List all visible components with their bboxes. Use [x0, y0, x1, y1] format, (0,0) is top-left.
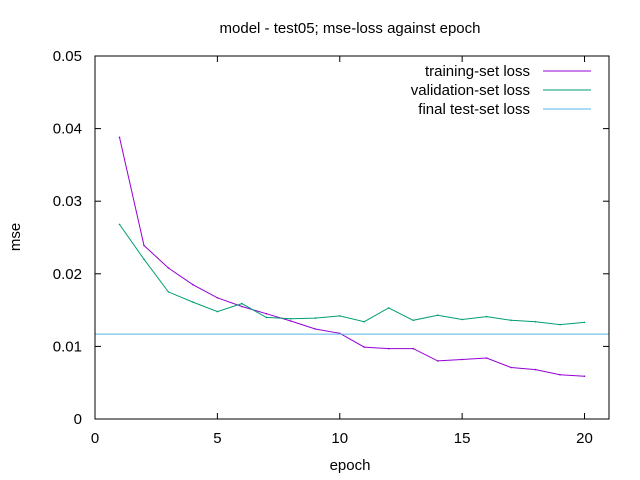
data-point	[461, 318, 463, 321]
x-tick-label: 15	[454, 430, 471, 447]
series-line-2	[119, 224, 585, 326]
x-tick-label: 10	[331, 430, 348, 447]
data-point	[387, 307, 390, 309]
legend-label: validation-set loss	[411, 82, 530, 99]
x-axis-label: epoch	[330, 457, 371, 474]
y-tick-label: 0.02	[53, 266, 82, 283]
data-point	[534, 320, 537, 323]
y-axis-label: mse	[7, 223, 24, 251]
data-point	[216, 297, 219, 299]
data-point	[167, 267, 170, 269]
data-point	[216, 310, 219, 313]
legend-label: training-set loss	[425, 63, 530, 80]
y-tick-label: 0.03	[53, 193, 82, 210]
data-point	[412, 319, 415, 322]
data-point	[241, 302, 243, 305]
data-point	[510, 319, 512, 322]
data-point	[387, 347, 390, 350]
axes: 0 5 10 15 20 0 0.01 0.02 0.03 0.04 0.05	[53, 48, 610, 447]
data-point	[559, 373, 561, 376]
data-point	[314, 317, 317, 319]
data-point	[461, 358, 463, 361]
data-point	[118, 136, 121, 139]
data-point	[192, 301, 194, 303]
data-point	[510, 366, 512, 369]
legend-label: final test-set loss	[418, 101, 530, 118]
data-point	[314, 328, 317, 330]
data-point	[192, 283, 194, 286]
data-point	[363, 320, 366, 323]
y-tick-label: 0.01	[53, 338, 82, 355]
x-tick-label: 5	[213, 430, 221, 447]
y-tick-label: 0.04	[53, 121, 82, 138]
plot-border	[94, 55, 610, 420]
data-point	[265, 316, 268, 319]
data-point	[118, 223, 121, 226]
data-point	[241, 305, 243, 308]
data-point	[412, 347, 415, 350]
data-point	[485, 315, 488, 318]
x-tick-label: 20	[576, 430, 593, 447]
data-point	[559, 323, 561, 326]
y-tick-label: 0.05	[53, 48, 82, 65]
data-point	[167, 291, 170, 293]
data-point	[290, 318, 292, 320]
data-point	[534, 368, 537, 371]
chart-title: model - test05; mse-loss against epoch	[220, 20, 481, 37]
data-point	[265, 312, 268, 315]
data-point	[583, 321, 586, 324]
data-point	[436, 314, 439, 317]
data-point	[290, 320, 292, 322]
data-point	[339, 315, 341, 317]
series-line-1	[119, 137, 585, 377]
data-point	[143, 244, 145, 247]
data-point	[436, 360, 439, 362]
data-point	[363, 346, 366, 348]
plot-area	[95, 136, 609, 378]
data-point	[583, 375, 586, 378]
legend: training-set loss validation-set loss fina…	[411, 63, 591, 118]
data-point	[485, 357, 488, 359]
data-point	[143, 258, 145, 261]
y-tick-label: 0	[74, 411, 82, 428]
x-tick-label: 0	[91, 430, 99, 447]
